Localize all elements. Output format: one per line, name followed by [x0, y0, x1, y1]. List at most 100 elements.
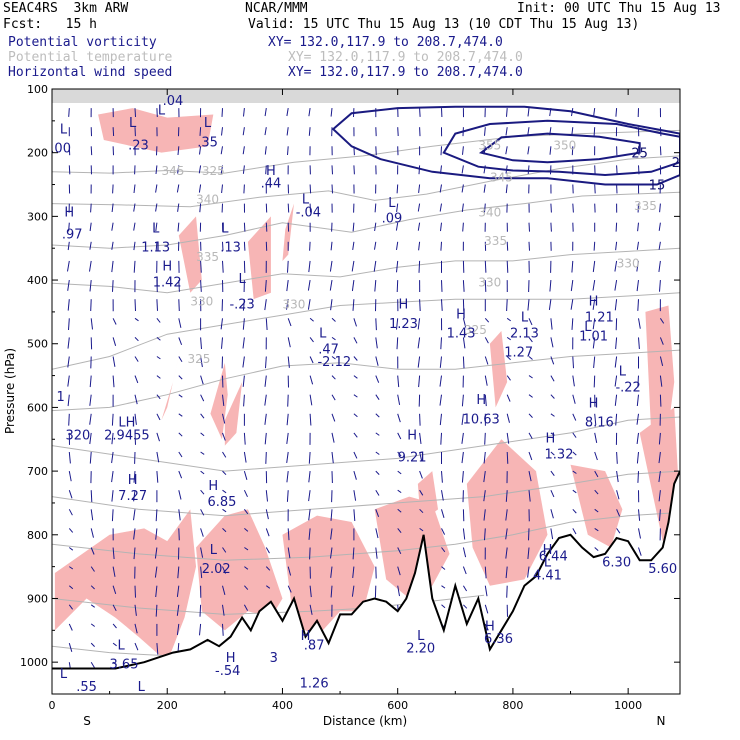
pv-extremum-label-70: L [118, 638, 126, 653]
wind-vector-223 [222, 451, 227, 458]
wind-vector-286 [266, 585, 271, 589]
wind-vector-495 [441, 604, 446, 609]
pv-extremum-label-15: .97 [62, 228, 83, 243]
wind-vector-90 [134, 108, 136, 118]
wind-vector-568 [506, 394, 511, 402]
wind-vector-573 [505, 490, 508, 502]
wind-vector-352 [331, 336, 336, 341]
wind-vector-320 [309, 241, 311, 251]
wind-vector-467 [419, 508, 424, 514]
wind-vector-331 [308, 451, 311, 464]
field-xy-theta: XY= 132.0,117.9 to 208.7,474.0 [288, 50, 523, 65]
wind-vector-87 [112, 623, 117, 629]
wind-vector-600 [528, 490, 531, 502]
wind-vector-250 [243, 432, 246, 445]
wind-vector-253 [243, 489, 248, 498]
pv-extremum-label-20: H [162, 260, 172, 275]
wind-vector-153 [177, 203, 180, 212]
field-name-theta: Potential temperature [8, 50, 173, 65]
wind-vector-160 [178, 337, 183, 345]
wind-vector-305 [286, 451, 289, 463]
wind-vector-647 [572, 470, 577, 474]
wind-vector-77 [111, 432, 114, 445]
pv-region-15 [489, 331, 508, 408]
wind-vector-150 [177, 146, 180, 156]
wind-vector-12 [67, 337, 70, 349]
wind-vector-236 [242, 165, 245, 174]
wind-vector-537 [484, 356, 489, 365]
wind-vector-110 [133, 490, 136, 502]
wind-vector-68 [111, 260, 114, 273]
wind-vector-35 [90, 203, 92, 213]
wind-vector-408 [375, 394, 380, 400]
wind-vector-113 [133, 547, 136, 560]
theta-label-9: 335 [484, 234, 507, 248]
y-tick-label-1000: 1000 [20, 656, 48, 669]
wind-vector-189 [200, 337, 202, 350]
wind-vector-466 [419, 489, 424, 496]
wind-vector-81 [111, 509, 114, 522]
wind-vector-66 [111, 222, 114, 231]
wind-vector-107 [134, 432, 136, 445]
pv-extremum-label-72: L [60, 667, 68, 682]
theta-contour-7 [52, 470, 680, 517]
wind-vector-27 [68, 623, 73, 631]
x-tick-label-200: 200 [157, 699, 178, 712]
wind-vector-300 [287, 356, 290, 368]
wind-vector-137 [156, 451, 160, 463]
wind-vector-256 [244, 547, 249, 551]
wind-vector-512 [461, 394, 464, 407]
wind-vector-379 [353, 337, 358, 344]
wind-vector-175 [176, 623, 180, 636]
wind-vector-105 [134, 394, 138, 405]
wind-vector-157 [178, 280, 180, 292]
wind-vector-323 [307, 299, 311, 310]
wind-vector-610 [550, 203, 552, 213]
wind-vector-398 [374, 203, 377, 213]
wind-vector-528 [483, 184, 486, 193]
wind-vector-739 [658, 432, 661, 445]
pv-extremum-label-29: 2.13 [510, 326, 539, 341]
pv-extremum-label-12: L [388, 196, 396, 211]
wind-vector-240 [243, 241, 246, 251]
wind-vector-298 [287, 318, 292, 327]
wind-vector-734 [659, 337, 664, 345]
wind-vector-431 [396, 337, 399, 350]
wind-vector-98 [133, 260, 136, 273]
wind-vector-279 [265, 451, 267, 464]
x-tick-label-600: 600 [387, 699, 408, 712]
wind-vector-147 [156, 643, 159, 655]
wind-vector-464 [419, 451, 423, 462]
wind-contour-20 [442, 119, 680, 177]
wind-vector-88 [112, 642, 117, 647]
wind-vector-261 [264, 108, 267, 117]
wind-vector-721 [638, 547, 642, 556]
wind-vector-602 [528, 528, 530, 541]
pv-extremum-label-43: 8.16 [585, 416, 614, 431]
wind-vector-339 [309, 604, 313, 615]
wind-vector-639 [571, 318, 574, 330]
wind-vector-514 [461, 432, 464, 444]
wind-vector-145 [155, 604, 158, 617]
wind-vector-532 [484, 260, 487, 273]
wind-vector-667 [594, 413, 597, 426]
wind-vector-538 [484, 375, 488, 386]
wind-vector-717 [637, 471, 639, 483]
wind-vector-95 [133, 203, 136, 212]
wind-vector-96 [133, 222, 136, 231]
wind-vector-592 [528, 337, 533, 343]
wind-vector-659 [592, 260, 596, 273]
wind-vector-197 [200, 489, 205, 495]
wind-vector-167 [178, 470, 183, 479]
wind-vector-40 [90, 299, 92, 312]
wind-vector-233 [243, 108, 245, 117]
pv-extremum-label-59: 6.44 [539, 549, 568, 564]
wind-vector-715 [636, 432, 639, 444]
wind-vector-356 [331, 413, 336, 422]
wind-vector-509 [462, 337, 466, 349]
pv-extremum-label-54: H [208, 479, 218, 494]
wind-vector-384 [353, 432, 358, 438]
wind-vector-521 [462, 566, 467, 575]
wind-vector-275 [264, 375, 267, 387]
theta-label-11: 325 [464, 323, 487, 337]
